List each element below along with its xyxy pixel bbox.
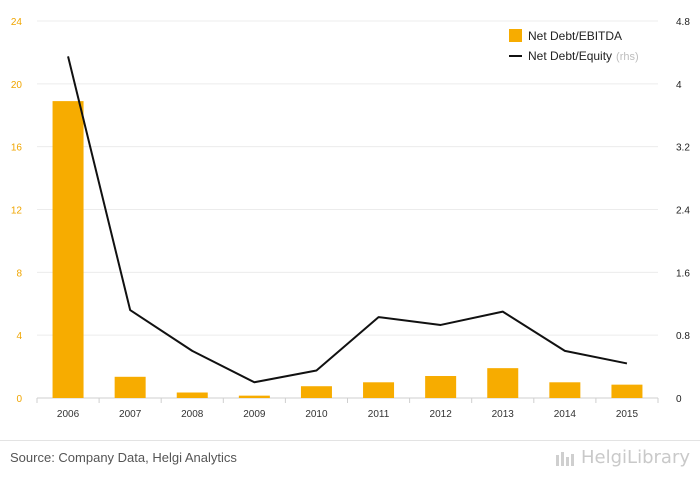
x-tick-label: 2008 — [181, 409, 204, 420]
left-tick-label: 20 — [11, 80, 23, 91]
right-axis-ticks: 0 0.8 1.6 2.4 3.2 4 4.8 — [676, 17, 690, 405]
x-tick-label: 2012 — [430, 409, 453, 420]
bar-2007 — [114, 376, 146, 398]
x-tick-label: 2015 — [616, 409, 639, 420]
x-tick-label: 2009 — [243, 409, 266, 420]
x-tick-label: 2014 — [554, 409, 577, 420]
footer-divider — [0, 440, 700, 441]
legend-label-bar: Net Debt/EBITDA — [528, 29, 622, 43]
legend-swatch-bar — [509, 29, 522, 42]
bar-series — [52, 101, 643, 399]
legend-line-name: Net Debt/Equity — [528, 49, 612, 63]
bar-2015 — [611, 384, 643, 398]
right-tick-label: 1.6 — [676, 268, 690, 279]
right-tick-label: 4.8 — [676, 17, 690, 28]
left-tick-label: 16 — [11, 143, 23, 154]
x-tick-label: 2006 — [57, 409, 80, 420]
bar-2009 — [238, 395, 270, 398]
x-axis-ticks: 2006 2007 2008 2009 2010 2011 2012 2013 2014 2015 — [57, 409, 639, 420]
source-note: Source: Company Data, Helgi Analytics — [10, 450, 237, 465]
left-axis-ticks: 0 4 8 12 16 20 24 — [11, 17, 23, 405]
left-tick-label: 24 — [11, 17, 23, 28]
bar-2013 — [487, 368, 519, 398]
right-tick-label: 4 — [676, 80, 682, 91]
x-tick-label: 2013 — [492, 409, 515, 420]
left-tick-label: 0 — [16, 394, 22, 405]
x-tick-label: 2010 — [305, 409, 328, 420]
right-tick-label: 2.4 — [676, 206, 690, 217]
x-tick-label: 2011 — [368, 409, 390, 420]
line-net-debt-equity — [67, 56, 628, 384]
left-tick-label: 8 — [16, 268, 22, 279]
bar-2014 — [549, 382, 581, 398]
bar-2006 — [52, 101, 84, 399]
bar-2008 — [176, 392, 208, 398]
legend: Net Debt/EBITDA Net Debt/Equity (rhs) — [509, 29, 639, 63]
left-tick-label: 12 — [11, 206, 23, 217]
gridlines — [36, 20, 659, 403]
library-icon — [556, 451, 575, 466]
right-tick-label: 0 — [676, 394, 682, 405]
brand-logo: HelgiLibrary — [555, 447, 690, 468]
legend-label-line: Net Debt/Equity (rhs) — [528, 49, 639, 63]
bar-2011 — [363, 382, 395, 398]
bar-2012 — [425, 376, 457, 398]
right-tick-label: 0.8 — [676, 331, 690, 342]
brand-name: HelgiLibrary — [581, 447, 690, 468]
x-tick-label: 2007 — [119, 409, 142, 420]
line-series — [67, 56, 628, 384]
bar-2010 — [300, 386, 332, 398]
legend-line-suffix: (rhs) — [616, 51, 639, 63]
left-tick-label: 4 — [16, 331, 22, 342]
right-tick-label: 3.2 — [676, 143, 690, 154]
